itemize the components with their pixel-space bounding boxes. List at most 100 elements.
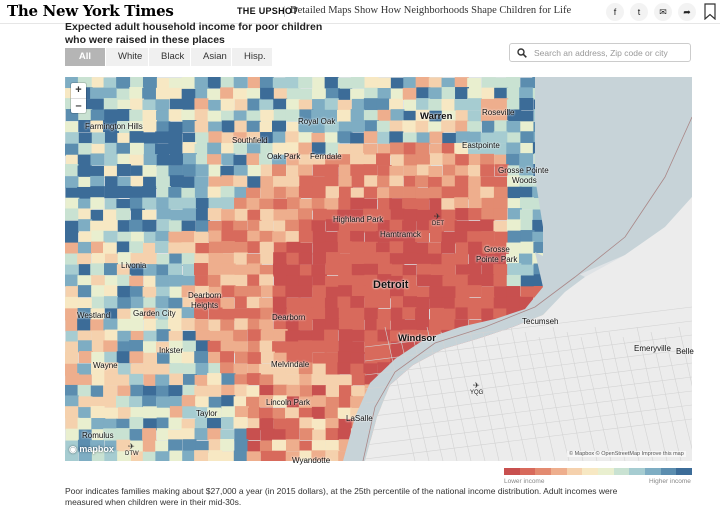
tract-cell[interactable] — [181, 187, 196, 200]
tract-cell[interactable] — [415, 296, 430, 309]
tract-cell[interactable] — [233, 175, 248, 188]
tract-cell[interactable] — [272, 231, 287, 244]
tract-cell[interactable] — [65, 406, 79, 419]
tract-cell[interactable] — [507, 263, 522, 276]
tract-cell[interactable] — [363, 186, 378, 199]
tract-cell[interactable] — [285, 451, 300, 461]
tract-cell[interactable] — [389, 253, 404, 266]
tract-cell[interactable] — [493, 186, 508, 199]
tract-cell[interactable] — [130, 384, 145, 397]
tract-cell[interactable] — [116, 395, 131, 408]
tract-cell[interactable] — [116, 208, 131, 221]
tract-cell[interactable] — [155, 241, 170, 254]
tract-cell[interactable] — [519, 209, 534, 222]
tract-cell[interactable] — [259, 440, 274, 453]
tract-cell[interactable] — [376, 153, 391, 166]
tract-cell[interactable] — [259, 418, 274, 431]
tract-cell[interactable] — [312, 352, 327, 365]
tract-cell[interactable] — [312, 154, 327, 167]
tract-cell[interactable] — [117, 109, 132, 122]
tract-cell[interactable] — [389, 98, 404, 111]
tract-cell[interactable] — [208, 330, 223, 343]
tract-cell[interactable] — [468, 208, 483, 221]
tract-cell[interactable] — [220, 417, 235, 430]
tract-cell[interactable] — [143, 176, 158, 189]
tract-cell[interactable] — [324, 132, 339, 145]
tract-cell[interactable] — [247, 407, 262, 420]
tract-cell[interactable] — [104, 329, 119, 342]
tract-cell[interactable] — [377, 109, 392, 122]
tract-cell[interactable] — [520, 77, 535, 90]
tract-cell[interactable] — [156, 363, 171, 376]
tract-cell[interactable] — [246, 131, 261, 144]
tract-cell[interactable] — [182, 264, 197, 277]
tract-cell[interactable] — [129, 286, 144, 299]
tract-cell[interactable] — [337, 241, 352, 254]
tract-cell[interactable] — [65, 176, 79, 189]
tract-cell[interactable] — [117, 220, 132, 233]
tract-cell[interactable] — [234, 406, 249, 419]
tract-cell[interactable] — [104, 308, 119, 321]
tract-cell[interactable] — [428, 242, 443, 255]
tract-cell[interactable] — [246, 142, 261, 155]
tract-cell[interactable] — [285, 330, 300, 343]
tract-cell[interactable] — [168, 220, 183, 233]
tract-cell[interactable] — [389, 120, 404, 133]
tract-cell[interactable] — [130, 296, 145, 309]
tab-white[interactable]: White — [106, 48, 149, 66]
tract-cell[interactable] — [77, 186, 92, 199]
tract-cell[interactable] — [65, 341, 80, 354]
tract-cell[interactable] — [272, 263, 287, 276]
tract-cell[interactable] — [272, 131, 287, 144]
tract-cell[interactable] — [168, 439, 183, 452]
tract-cell[interactable] — [233, 88, 248, 101]
tract-cell[interactable] — [364, 341, 379, 354]
tract-cell[interactable] — [494, 120, 509, 133]
tract-cell[interactable] — [480, 274, 495, 287]
tract-cell[interactable] — [117, 132, 132, 145]
tract-cell[interactable] — [246, 451, 261, 461]
tract-cell[interactable] — [103, 385, 118, 398]
tract-cell[interactable] — [181, 109, 196, 122]
tract-cell[interactable] — [143, 307, 158, 320]
tract-cell[interactable] — [143, 143, 158, 156]
tract-cell[interactable] — [65, 121, 79, 134]
tract-cell[interactable] — [442, 275, 457, 288]
tract-cell[interactable] — [338, 121, 353, 134]
tract-cell[interactable] — [233, 142, 248, 155]
tract-cell[interactable] — [169, 363, 184, 376]
tract-cell[interactable] — [299, 175, 314, 188]
tract-cell[interactable] — [103, 120, 118, 133]
tract-cell[interactable] — [181, 395, 196, 408]
tract-cell[interactable] — [130, 165, 145, 178]
tract-cell[interactable] — [143, 275, 158, 288]
tract-cell[interactable] — [155, 407, 170, 420]
tract-cell[interactable] — [91, 418, 106, 431]
tract-cell[interactable] — [376, 296, 391, 309]
tract-cell[interactable] — [104, 154, 119, 167]
tract-cell[interactable] — [441, 241, 456, 254]
tract-cell[interactable] — [247, 340, 262, 353]
tract-cell[interactable] — [481, 308, 496, 321]
tract-cell[interactable] — [182, 164, 197, 177]
tract-cell[interactable] — [207, 417, 222, 430]
tract-cell[interactable] — [181, 418, 196, 431]
tract-cell[interactable] — [428, 319, 443, 332]
tract-cell[interactable] — [298, 242, 313, 255]
tract-cell[interactable] — [493, 297, 508, 310]
tract-cell[interactable] — [103, 418, 118, 431]
tract-cell[interactable] — [129, 197, 144, 210]
tract-cell[interactable] — [455, 307, 470, 320]
tract-cell[interactable] — [142, 186, 157, 199]
tract-cell[interactable] — [65, 132, 80, 145]
tract-cell[interactable] — [142, 286, 157, 299]
tract-cell[interactable] — [364, 274, 379, 287]
tract-cell[interactable] — [91, 230, 106, 243]
tract-cell[interactable] — [221, 132, 236, 145]
tract-cell[interactable] — [455, 120, 470, 133]
tract-cell[interactable] — [285, 131, 300, 144]
tract-cell[interactable] — [234, 99, 249, 112]
tract-cell[interactable] — [325, 362, 340, 375]
tract-cell[interactable] — [259, 385, 274, 398]
tract-cell[interactable] — [129, 120, 144, 133]
